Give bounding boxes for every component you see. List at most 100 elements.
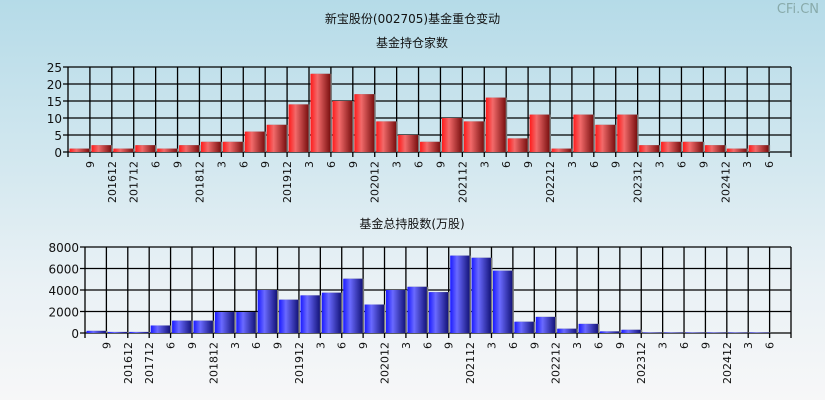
x-tick-label: 202212	[544, 161, 557, 203]
x-tick-label: 9	[699, 342, 712, 349]
top-bar	[200, 141, 221, 152]
bottom-chart-title: 基金总持股数(万股)	[359, 216, 464, 231]
bottom-bar	[407, 286, 427, 333]
bottom-bar	[321, 292, 342, 333]
bottom-bar	[492, 270, 513, 333]
top-bar	[704, 145, 725, 152]
x-tick-label: 201812	[207, 342, 220, 384]
top-bar	[266, 124, 287, 152]
bottom-bar	[621, 329, 641, 333]
top-bar	[288, 104, 309, 152]
top-bar	[69, 148, 90, 152]
bottom-bar	[706, 332, 727, 333]
y-tick-label: 10	[47, 112, 62, 126]
x-tick-label: 9	[357, 342, 370, 349]
x-tick-label: 6	[421, 342, 434, 349]
top-bar	[113, 148, 134, 152]
bottom-bar	[257, 290, 278, 333]
y-tick-label: 2000	[48, 306, 79, 320]
bottom-bar	[514, 321, 534, 333]
x-tick-label: 3	[654, 161, 667, 168]
x-tick-label: 9	[172, 161, 185, 168]
top-bar	[222, 141, 243, 152]
top-bar	[135, 145, 156, 152]
x-tick-label: 6	[763, 161, 776, 168]
top-bar	[748, 145, 769, 152]
top-bar	[420, 141, 440, 152]
x-tick-label: 201612	[106, 161, 119, 203]
top-bar	[157, 148, 178, 152]
bottom-bar	[386, 290, 406, 333]
x-tick-label: 9	[434, 161, 447, 168]
x-tick-label: 6	[678, 342, 691, 349]
top-bar	[310, 73, 331, 152]
bottom-bar	[300, 295, 320, 333]
x-tick-label: 3	[229, 342, 242, 349]
y-tick-label: 5	[54, 129, 62, 143]
x-tick-label: 202012	[379, 342, 392, 384]
bottom-bar	[214, 312, 235, 333]
x-tick-label: 6	[413, 161, 426, 168]
x-tick-label: 6	[165, 342, 178, 349]
bottom-bar	[193, 320, 213, 333]
top-bar	[441, 118, 462, 152]
x-tick-label: 3	[485, 342, 498, 349]
x-tick-label: 202112	[456, 161, 469, 203]
x-tick-label: 3	[215, 161, 228, 168]
x-tick-label: 201712	[143, 342, 156, 384]
bottom-bar	[107, 331, 128, 333]
top-bar	[354, 94, 375, 152]
top-bar	[529, 114, 550, 152]
bottom-bar	[557, 328, 577, 333]
top-bar	[661, 141, 681, 152]
x-tick-label: 3	[571, 342, 584, 349]
x-tick-label: 6	[507, 342, 520, 349]
x-tick-label: 9	[347, 161, 360, 168]
top-chart-title: 基金持仓家数	[376, 35, 448, 50]
bottom-bar	[664, 332, 684, 333]
top-bar	[617, 114, 638, 152]
top-bar	[573, 114, 594, 152]
x-tick-label: 201812	[193, 161, 206, 203]
bottom-bar	[728, 332, 748, 333]
x-tick-label: 202412	[721, 342, 734, 384]
y-tick-label: 25	[47, 61, 62, 75]
x-tick-label: 6	[325, 161, 338, 168]
top-bar	[463, 121, 484, 152]
bottom-bar	[428, 292, 449, 333]
x-tick-label: 3	[303, 161, 316, 168]
x-tick-label: 201912	[293, 342, 306, 384]
top-bar	[376, 121, 397, 152]
x-tick-label: 202312	[635, 342, 648, 384]
top-bar	[91, 145, 112, 152]
top-bar	[485, 97, 506, 152]
top-bar	[726, 148, 747, 152]
x-tick-label: 6	[237, 161, 250, 168]
bottom-bar	[150, 325, 171, 333]
x-tick-label: 9	[697, 161, 710, 168]
top-bar	[595, 124, 616, 152]
bottom-bar	[749, 332, 770, 333]
x-tick-label: 3	[742, 342, 755, 349]
bottom-bar	[86, 330, 106, 333]
x-tick-label: 9	[610, 161, 623, 168]
x-tick-label: 9	[443, 342, 456, 349]
x-tick-label: 9	[528, 342, 541, 349]
x-tick-label: 3	[400, 342, 413, 349]
x-tick-label: 202112	[464, 342, 477, 384]
y-tick-label: 6000	[48, 263, 79, 277]
x-tick-label: 9	[614, 342, 627, 349]
top-bar	[682, 141, 703, 152]
x-tick-label: 202012	[369, 161, 382, 203]
bottom-bar	[685, 332, 705, 333]
top-bar	[398, 135, 419, 152]
x-tick-label: 201612	[122, 342, 135, 384]
x-tick-label: 3	[314, 342, 327, 349]
x-tick-label: 9	[522, 161, 535, 168]
x-tick-label: 3	[741, 161, 754, 168]
y-tick-label: 20	[47, 78, 62, 92]
x-tick-label: 6	[675, 161, 688, 168]
y-tick-label: 0	[71, 327, 79, 341]
top-chart: 0 5 10 15 20 25 9 201612 201712 6 9 201812 3 6 9 201912…	[47, 61, 792, 203]
x-tick-label: 3	[566, 161, 579, 168]
